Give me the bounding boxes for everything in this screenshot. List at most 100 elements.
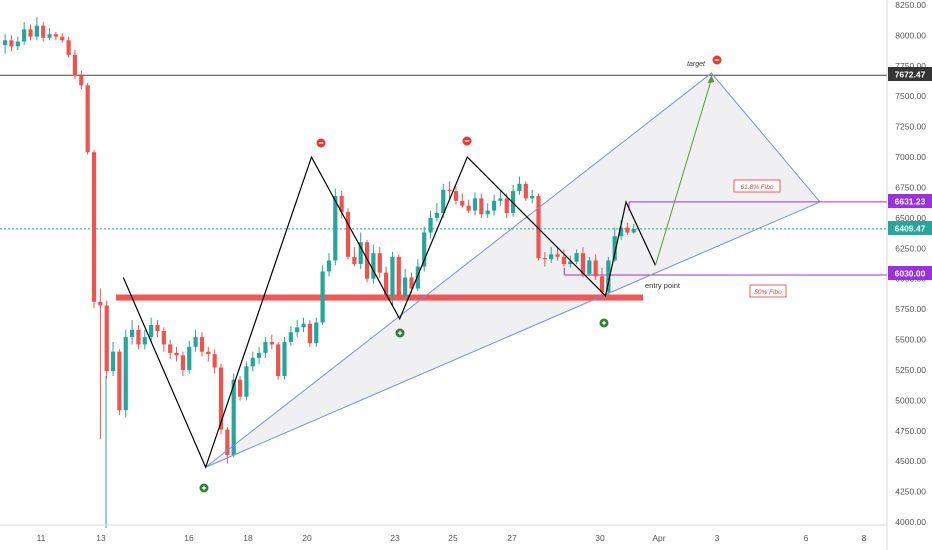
candle[interactable]	[282, 337, 287, 380]
candle[interactable]	[237, 376, 243, 401]
candle[interactable]	[130, 320, 135, 345]
candle[interactable]	[422, 226, 427, 272]
candle[interactable]	[549, 247, 554, 263]
candle[interactable]	[561, 249, 566, 267]
candle[interactable]	[447, 181, 452, 200]
candle[interactable]	[123, 329, 128, 418]
candle[interactable]	[555, 248, 560, 261]
candle[interactable]	[41, 22, 46, 42]
candle[interactable]	[371, 244, 376, 284]
candle[interactable]	[79, 70, 84, 89]
candle[interactable]	[193, 329, 198, 352]
fib-618-label-box[interactable]: 61.8% Fibo	[733, 179, 781, 193]
candle[interactable]	[34, 17, 39, 41]
candle[interactable]	[377, 247, 382, 278]
candle[interactable]	[587, 256, 592, 277]
candle[interactable]	[428, 210, 433, 239]
candle[interactable]	[231, 373, 236, 458]
candle[interactable]	[22, 22, 27, 46]
candle[interactable]	[504, 193, 509, 218]
candle[interactable]	[199, 332, 205, 357]
candle[interactable]	[320, 265, 325, 325]
candle[interactable]	[66, 36, 71, 58]
candle[interactable]	[174, 346, 179, 362]
candle[interactable]	[511, 185, 516, 217]
candle[interactable]	[479, 193, 484, 218]
candle[interactable]	[453, 186, 459, 205]
candlestick-series[interactable]	[3, 17, 636, 529]
candle[interactable]	[276, 341, 281, 380]
candle[interactable]	[403, 268, 408, 299]
triangle-upper-edge[interactable]	[205, 72, 821, 468]
candle[interactable]	[187, 340, 192, 374]
candle[interactable]	[523, 181, 528, 201]
candle[interactable]	[142, 329, 147, 350]
candle[interactable]	[212, 349, 217, 374]
candle[interactable]	[91, 149, 97, 308]
candle[interactable]	[472, 192, 478, 216]
candle[interactable]	[530, 189, 535, 204]
candle[interactable]	[288, 326, 293, 346]
candle[interactable]	[9, 35, 14, 52]
candle[interactable]	[104, 300, 109, 379]
candle[interactable]	[161, 327, 166, 352]
candle[interactable]	[460, 193, 465, 209]
candle[interactable]	[98, 288, 103, 440]
candle[interactable]	[358, 232, 363, 269]
fib-50-label-box[interactable]: 50% Fibo	[749, 284, 787, 298]
candle[interactable]	[155, 320, 160, 338]
candle[interactable]	[295, 320, 300, 338]
candle[interactable]	[574, 249, 579, 265]
candle[interactable]	[593, 254, 598, 280]
projection-arrow[interactable]	[654, 78, 712, 266]
candle[interactable]	[466, 199, 471, 214]
candle[interactable]	[364, 239, 370, 283]
candle[interactable]	[631, 223, 636, 234]
candle[interactable]	[250, 351, 255, 372]
candle[interactable]	[345, 208, 351, 260]
candle[interactable]	[60, 32, 65, 43]
candle[interactable]	[314, 317, 319, 347]
candle[interactable]	[441, 183, 446, 218]
candle[interactable]	[257, 346, 262, 364]
candle[interactable]	[180, 351, 185, 377]
drawing-tools[interactable]	[122, 55, 821, 493]
candle[interactable]	[390, 251, 395, 306]
candle[interactable]	[110, 341, 116, 377]
candle[interactable]	[536, 193, 541, 261]
candle[interactable]	[72, 50, 78, 80]
zigzag-pattern[interactable]	[122, 155, 657, 469]
candle[interactable]	[269, 334, 274, 350]
candle[interactable]	[485, 203, 490, 218]
candle[interactable]	[542, 251, 547, 267]
candle[interactable]	[53, 31, 58, 41]
candle[interactable]	[28, 24, 33, 41]
candle[interactable]	[352, 247, 357, 267]
candle[interactable]	[15, 36, 20, 51]
candle[interactable]	[3, 34, 8, 54]
candle[interactable]	[434, 203, 439, 222]
candle[interactable]	[517, 176, 522, 195]
candle[interactable]	[625, 222, 630, 235]
candle[interactable]	[606, 256, 611, 295]
candle[interactable]	[263, 337, 268, 358]
candle[interactable]	[149, 317, 154, 342]
candle[interactable]	[326, 253, 332, 277]
candle[interactable]	[47, 28, 52, 41]
candle[interactable]	[599, 267, 605, 296]
candle[interactable]	[117, 349, 122, 415]
candle[interactable]	[301, 317, 306, 333]
candle[interactable]	[136, 324, 141, 350]
candle[interactable]	[85, 82, 90, 155]
candle[interactable]	[498, 191, 503, 206]
triangle-lower-edge[interactable]	[205, 201, 821, 468]
candle[interactable]	[244, 361, 249, 401]
candle[interactable]	[491, 194, 497, 216]
candle[interactable]	[307, 320, 312, 347]
candle[interactable]	[206, 346, 211, 362]
candle[interactable]	[168, 339, 173, 359]
candle[interactable]	[396, 254, 401, 300]
candle[interactable]	[568, 255, 573, 268]
support-zone[interactable]	[116, 294, 643, 301]
